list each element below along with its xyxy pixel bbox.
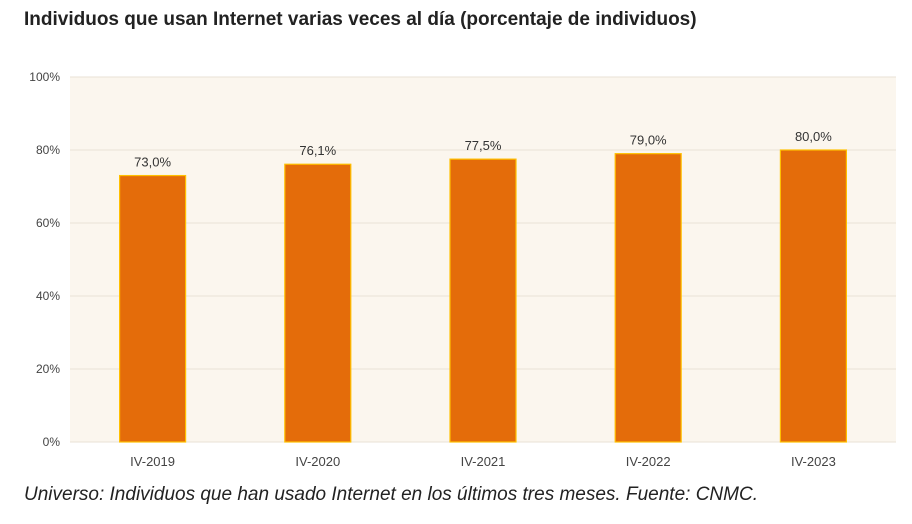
bar-chart: 0% 20% 40% 60% 80% 100% 73,0% 76,1% 77,5% 79,0% 8… [29,70,896,469]
bar-iv-2020 [284,163,352,443]
x-tick-label: IV-2023 [791,454,836,469]
x-axis-ticks: IV-2019 IV-2020 IV-2021 IV-2022 IV-2023 [130,454,836,469]
x-tick-label: IV-2022 [626,454,671,469]
x-tick-label: IV-2020 [295,454,340,469]
bar-iv-2023 [779,149,848,443]
y-tick-label: 80% [36,143,60,157]
data-label: 73,0% [134,155,171,170]
y-axis-ticks: 0% 20% 40% 60% 80% 100% [29,70,60,449]
x-tick-label: IV-2021 [461,454,506,469]
chart-title: Individuos que usan Internet varias vece… [24,9,697,30]
y-tick-label: 60% [36,216,60,230]
y-tick-label: 100% [29,70,60,84]
y-tick-label: 40% [36,289,60,303]
x-tick-label: IV-2019 [130,454,175,469]
bar-iv-2019 [118,174,187,443]
y-tick-label: 0% [43,435,61,449]
data-label: 80,0% [795,129,832,144]
bar-iv-2021 [449,158,517,443]
data-label: 77,5% [465,138,502,153]
y-tick-label: 20% [36,362,60,376]
bar-iv-2022 [614,153,682,443]
source-caption: Universo: Individuos que han usado Inter… [24,484,758,505]
data-label: 79,0% [630,133,667,148]
data-labels: 73,0% 76,1% 77,5% 79,0% 80,0% [134,129,832,170]
bars [118,149,848,443]
data-label: 76,1% [299,143,336,158]
